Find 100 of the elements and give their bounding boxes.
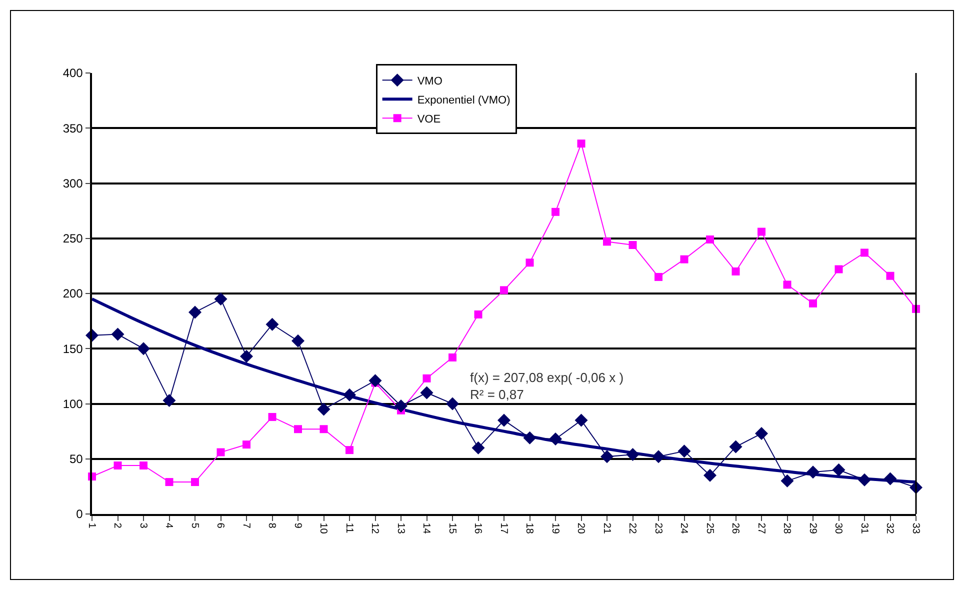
x-tick-label: 6 xyxy=(214,522,226,529)
x-tick-label: 2 xyxy=(112,522,122,529)
y-tick-label: 250 xyxy=(62,232,84,246)
point xyxy=(577,140,586,148)
point xyxy=(626,448,640,461)
x-tick-label: 10 xyxy=(318,522,328,534)
point xyxy=(343,388,356,402)
point xyxy=(268,412,276,421)
x-tick-label: 32 xyxy=(884,522,895,534)
x-tick-label: 9 xyxy=(292,522,303,529)
point xyxy=(680,255,688,264)
x-tick-label: 29 xyxy=(806,522,818,534)
y-tick-label: 300 xyxy=(62,176,84,190)
x-tick-label: 3 xyxy=(137,522,148,529)
x-tick-label: 14 xyxy=(420,522,432,534)
x-tick-label: 28 xyxy=(781,522,792,534)
x-tick-label: 18 xyxy=(524,522,534,534)
x-tick-label: 26 xyxy=(730,522,740,534)
point xyxy=(884,472,897,486)
point xyxy=(628,240,637,249)
point xyxy=(446,397,459,410)
point xyxy=(704,468,716,482)
x-tick-label: 33 xyxy=(910,522,921,534)
legend-label: Exponentiel (VMO) xyxy=(417,94,510,106)
x-tick-label: 16 xyxy=(472,522,483,534)
x-tick-label: 19 xyxy=(549,522,560,534)
point xyxy=(706,235,714,244)
point xyxy=(860,248,868,257)
x-tick-label: 24 xyxy=(678,522,689,534)
point xyxy=(652,450,665,464)
x-tick-label: 5 xyxy=(188,522,200,529)
point xyxy=(549,432,562,446)
point xyxy=(191,478,199,486)
x-tick-label: 30 xyxy=(832,522,844,534)
point xyxy=(240,350,253,363)
point xyxy=(294,425,302,434)
point xyxy=(420,386,434,400)
point xyxy=(834,265,843,274)
y-tick-label: 100 xyxy=(62,396,84,411)
y-tick-label: 350 xyxy=(62,121,84,136)
point xyxy=(317,402,330,416)
point xyxy=(886,272,894,280)
point xyxy=(526,258,534,267)
point xyxy=(140,461,148,470)
point xyxy=(755,427,768,440)
y-tick-label: 0 xyxy=(76,507,84,522)
point xyxy=(603,238,611,246)
point xyxy=(732,267,740,276)
x-tick-label: 15 xyxy=(446,522,458,534)
y-tick-label: 400 xyxy=(62,66,84,80)
point xyxy=(448,353,456,362)
point xyxy=(600,450,614,464)
point xyxy=(780,474,794,488)
x-tick-label: 17 xyxy=(498,522,509,534)
point xyxy=(678,444,691,458)
y-tick-label: 150 xyxy=(62,342,84,356)
point xyxy=(216,448,225,456)
point xyxy=(346,446,354,454)
point xyxy=(137,342,150,356)
point xyxy=(498,414,510,427)
x-tick-label: 20 xyxy=(575,522,586,534)
point xyxy=(188,306,202,319)
x-tick-label: 25 xyxy=(704,522,715,534)
x-tick-label: 21 xyxy=(600,522,612,534)
point xyxy=(758,228,766,236)
x-tick-label: 8 xyxy=(266,522,277,529)
x-tick-label: 12 xyxy=(369,522,380,534)
point xyxy=(394,399,408,412)
point xyxy=(858,473,871,486)
point xyxy=(111,328,124,341)
point xyxy=(472,441,485,454)
point xyxy=(806,466,820,479)
point xyxy=(320,425,328,434)
point xyxy=(474,310,482,318)
point xyxy=(832,463,846,476)
x-tick-label: 13 xyxy=(394,522,406,534)
point xyxy=(574,414,588,427)
annotation: f(x) = 207,08 exp( -0,06 x ) R² = 0,87 xyxy=(470,370,624,402)
x-tick-label: 1 xyxy=(86,522,97,529)
point xyxy=(242,440,250,449)
point xyxy=(422,374,431,382)
point xyxy=(114,461,122,470)
point xyxy=(214,292,228,306)
legend-label: VMO xyxy=(417,75,443,88)
point xyxy=(809,299,817,308)
x-tick-label: 22 xyxy=(626,522,638,534)
x-tick-label: 7 xyxy=(240,522,252,529)
point xyxy=(368,374,382,388)
point xyxy=(266,318,279,331)
x-tick-label: 23 xyxy=(652,522,664,534)
x-tick-label: 31 xyxy=(858,522,870,534)
point xyxy=(500,286,508,294)
y-tick-label: 200 xyxy=(62,286,84,301)
point xyxy=(292,334,304,348)
x-tick-label: 4 xyxy=(163,522,174,529)
y-tick-label: 50 xyxy=(69,452,84,466)
point xyxy=(783,280,792,289)
point xyxy=(162,394,176,407)
x-tick-label: 27 xyxy=(755,522,766,534)
point xyxy=(165,478,174,486)
